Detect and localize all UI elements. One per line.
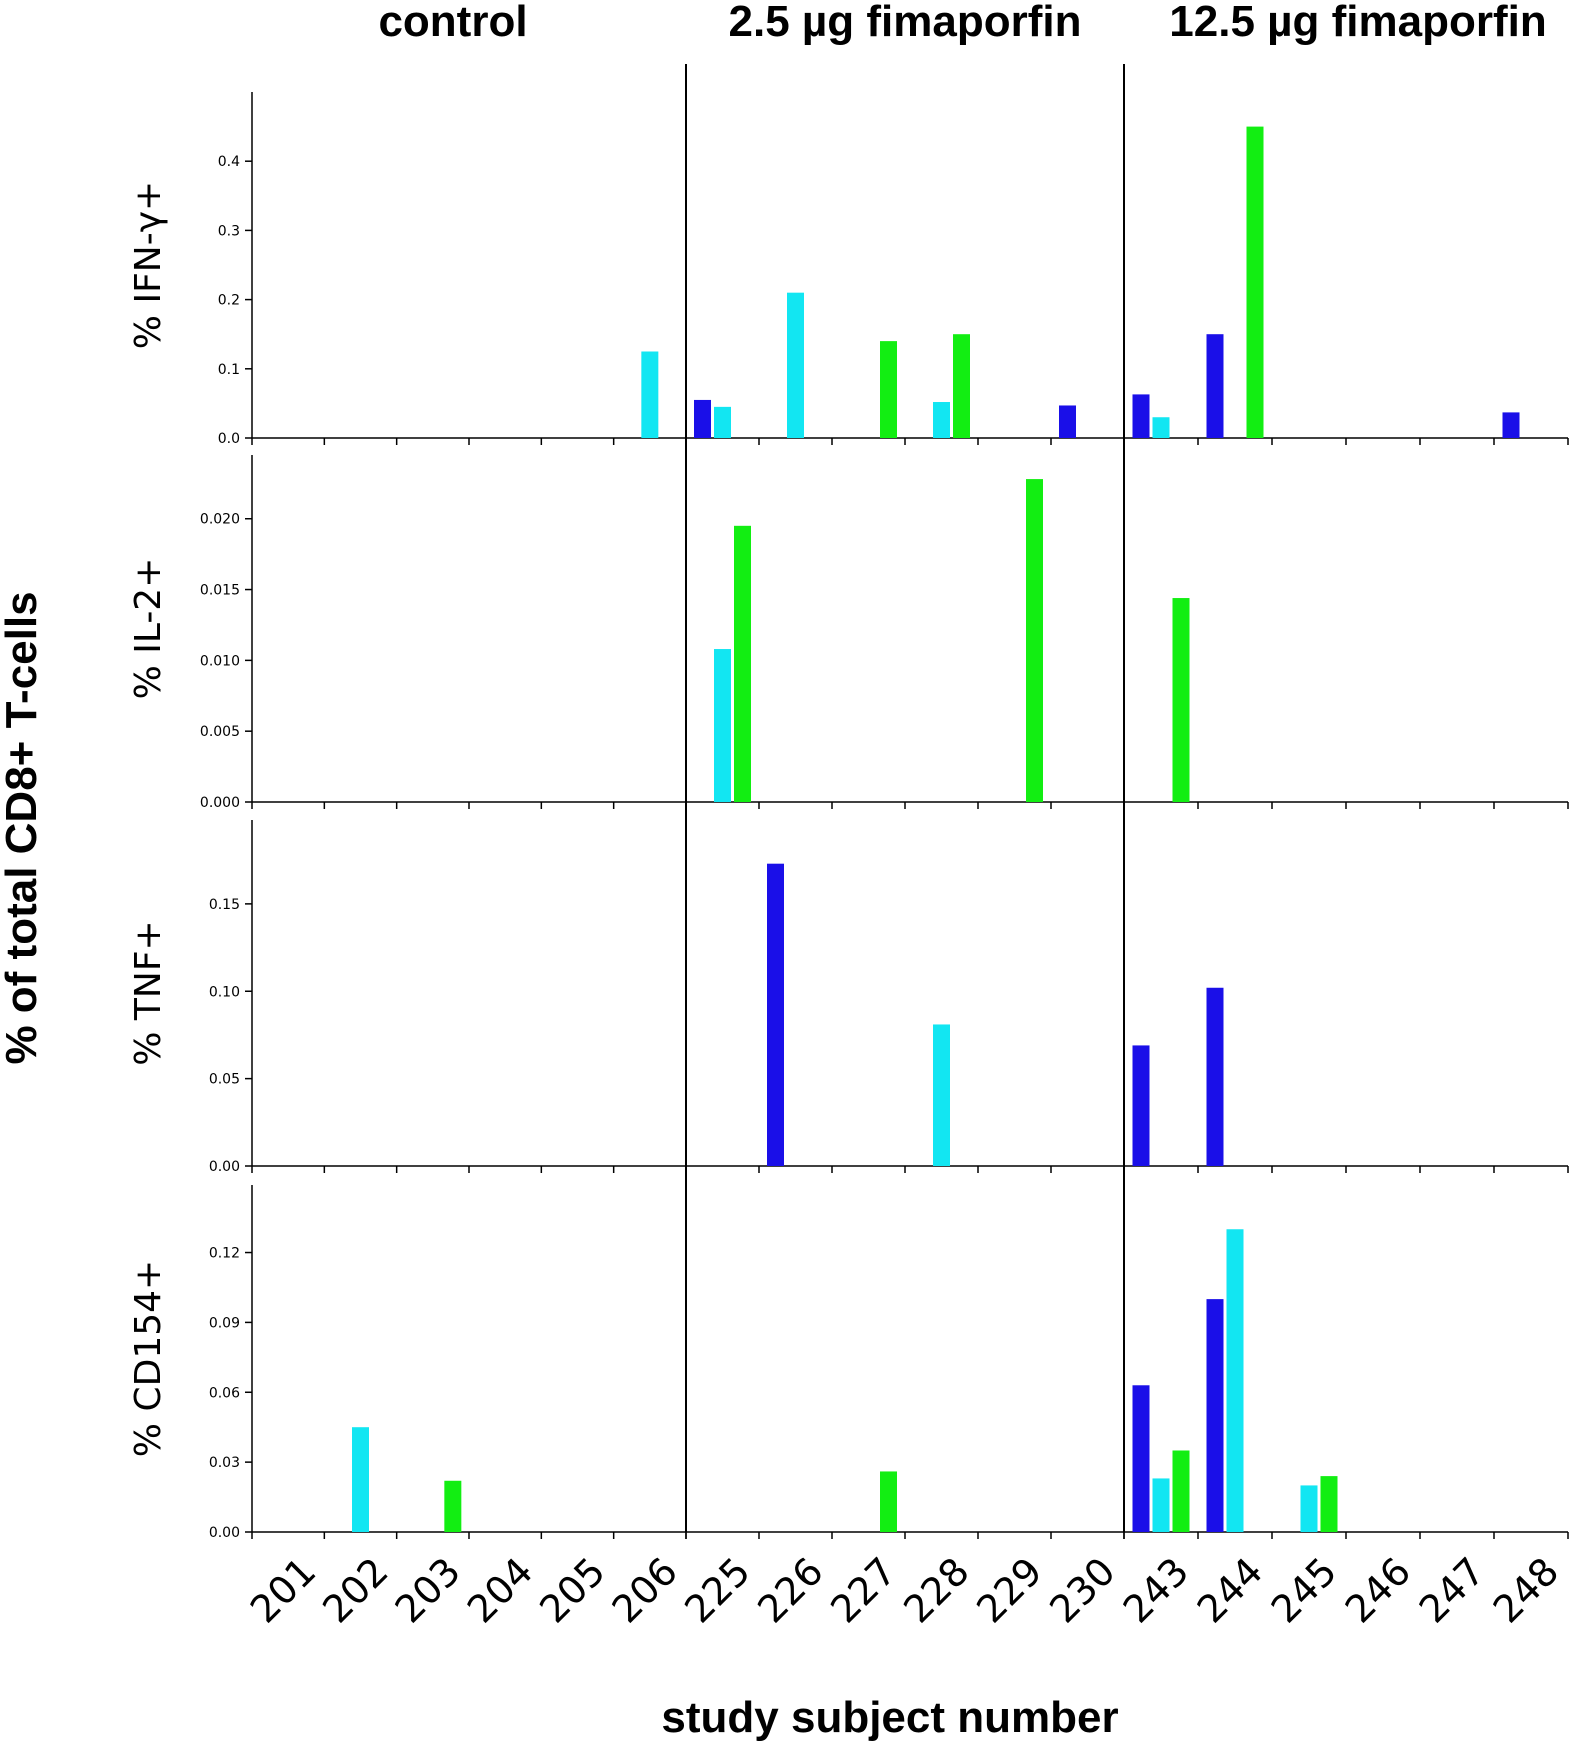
- y-tick-label: 0.15: [209, 897, 240, 913]
- bar-225-s2: [714, 406, 731, 438]
- x-tick-label-206: 206: [604, 1549, 686, 1631]
- x-tick-label-247: 247: [1411, 1549, 1493, 1631]
- bar-243-s1: [1132, 394, 1150, 438]
- y-tick-label: 0.12: [209, 1246, 240, 1262]
- x-tick-label-244: 244: [1189, 1549, 1271, 1631]
- x-axis-title: study subject number: [661, 1693, 1118, 1742]
- y-tick-label: 0.06: [209, 1385, 240, 1401]
- y-tick-label: 0.015: [200, 583, 240, 599]
- bar-243-s1: [1132, 1385, 1150, 1532]
- x-tick-label-243: 243: [1115, 1549, 1197, 1631]
- x-tick-label-203: 203: [387, 1549, 469, 1631]
- x-tick-label-227: 227: [822, 1549, 904, 1631]
- panel-ylabel: % IL-2+: [128, 558, 169, 700]
- y-tick-label: 0.1: [218, 362, 240, 378]
- panels: 0.00.10.20.30.4% IFN-γ+0.0000.0050.0100.…: [128, 92, 1569, 1541]
- bar-244-s1: [1206, 1299, 1224, 1532]
- y-tick-label: 0.09: [209, 1315, 240, 1331]
- x-tick-label-205: 205: [531, 1549, 613, 1631]
- y-tick-label: 0.05: [209, 1072, 240, 1088]
- bar-230-s1: [1059, 405, 1076, 438]
- bar-248-s1: [1502, 412, 1520, 438]
- y-tick-label: 0.10: [209, 984, 240, 1000]
- bar-244-s1: [1206, 334, 1224, 438]
- x-tick-label-201: 201: [242, 1549, 324, 1631]
- bar-206-s2: [641, 351, 659, 438]
- y-tick-label: 0.0: [218, 431, 240, 447]
- panel-ylabel: % TNF+: [128, 920, 169, 1065]
- panel-2: 0.000 0.005 0.010 0.015 0.020 % IL-2+: [128, 455, 1569, 811]
- x-tick-label-228: 228: [895, 1549, 977, 1631]
- bar-225-s1: [694, 399, 711, 438]
- bar-245-s3: [1320, 1476, 1338, 1532]
- panel-3: 0.00 0.05 0.10 0.15 % TNF+: [128, 820, 1569, 1175]
- bar-228-s3: [953, 334, 970, 438]
- x-tick-label-225: 225: [676, 1549, 758, 1631]
- bar-202-s2: [352, 1427, 369, 1532]
- panel-1: 0.0 0.1 0.2 0.3 0.4 % IFN-γ+: [128, 92, 1569, 447]
- x-tick-labels: 2012022032042052062252262272282292302432…: [242, 1549, 1567, 1631]
- bar-228-s2: [933, 1024, 950, 1166]
- x-tick-label-229: 229: [968, 1549, 1050, 1631]
- group-titles: control 2.5 µg fimaporfin 12.5 µg fimapo…: [378, 0, 1546, 46]
- bar-226-s1: [767, 863, 784, 1166]
- bar-229-s3: [1026, 479, 1043, 802]
- group-title-low-dose: 2.5 µg fimaporfin: [729, 0, 1082, 46]
- group-title-high-dose: 12.5 µg fimaporfin: [1169, 0, 1546, 46]
- bar-203-s3: [444, 1480, 462, 1532]
- group-title-control: control: [378, 0, 527, 46]
- y-tick-label: 0.2: [218, 293, 240, 309]
- panel-4: 0.00 0.03 0.06 0.09 0.12 % CD154+: [128, 1185, 1569, 1541]
- y-tick-label: 0.020: [200, 512, 240, 528]
- bar-243-s3: [1172, 598, 1190, 802]
- y-tick-label: 0.010: [200, 653, 240, 669]
- bar-244-s1: [1206, 987, 1224, 1166]
- x-tick-label-246: 246: [1337, 1549, 1419, 1631]
- bar-243-s1: [1132, 1045, 1150, 1166]
- bar-244-s3: [1246, 126, 1264, 438]
- panel-ylabel: % IFN-γ+: [128, 181, 169, 349]
- x-tick-label-248: 248: [1485, 1549, 1567, 1631]
- y-tick-label: 0.4: [218, 154, 240, 170]
- bar-245-s2: [1300, 1485, 1318, 1532]
- x-tick-label-245: 245: [1263, 1549, 1345, 1631]
- y-tick-label: 0.005: [200, 724, 240, 740]
- x-tick-label-202: 202: [314, 1549, 396, 1631]
- bar-243-s2: [1152, 1478, 1170, 1532]
- bar-225-s2: [714, 649, 731, 802]
- x-tick-label-226: 226: [749, 1549, 831, 1631]
- x-tick-label-204: 204: [459, 1549, 541, 1631]
- bar-226-s2: [787, 292, 804, 438]
- bar-243-s3: [1172, 1450, 1190, 1532]
- y-tick-label: 0.03: [209, 1455, 240, 1471]
- group-dividers: [685, 64, 1125, 1532]
- y-tick-label: 0.00: [209, 1159, 240, 1175]
- bar-228-s2: [933, 402, 950, 438]
- bar-227-s3: [880, 1471, 897, 1532]
- bar-225-s3: [734, 525, 751, 802]
- bar-227-s3: [880, 341, 897, 438]
- bar-244-s2: [1226, 1229, 1244, 1532]
- y-axis-title: % of total CD8+ T-cells: [0, 591, 46, 1064]
- y-tick-label: 0.000: [200, 795, 240, 811]
- y-tick-label: 0.00: [209, 1525, 240, 1541]
- bar-243-s2: [1152, 417, 1170, 438]
- panel-ylabel: % CD154+: [128, 1260, 169, 1457]
- y-tick-label: 0.3: [218, 223, 240, 239]
- x-tick-label-230: 230: [1041, 1549, 1123, 1631]
